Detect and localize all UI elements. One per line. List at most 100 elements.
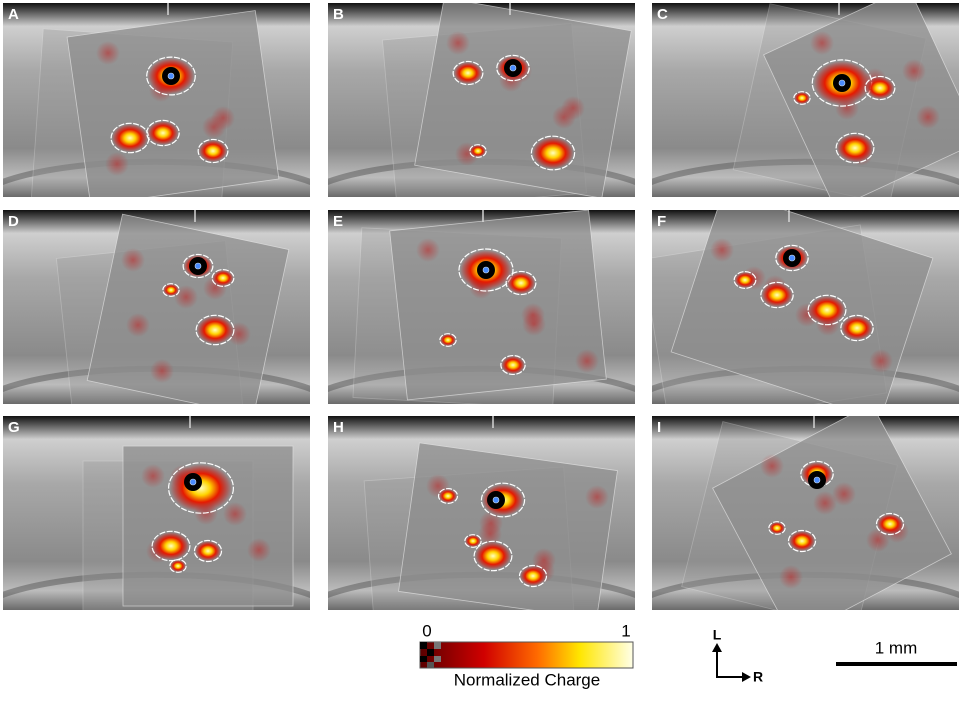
response-outline: [835, 132, 875, 164]
response-blob: [470, 145, 486, 157]
response-outline: [793, 91, 811, 105]
response-blob: [865, 77, 895, 99]
stim-point: [492, 496, 500, 504]
response-outline: [530, 135, 576, 171]
stim-point: [509, 64, 517, 72]
response-outline: [496, 54, 530, 82]
response-blob: [147, 121, 179, 145]
response-outline: [458, 248, 514, 292]
panel: [328, 210, 635, 404]
panel: [3, 3, 310, 197]
response-outline: [211, 268, 235, 287]
response-blob: [761, 283, 793, 307]
panel-label: A: [8, 6, 19, 23]
response-outline: [807, 294, 847, 326]
faint-response: [126, 313, 150, 337]
faint-response: [813, 491, 837, 515]
image-tile: [414, 3, 632, 197]
faint-response: [902, 59, 926, 83]
response-blob: [169, 464, 233, 512]
colorbar-title: Normalized Charge: [454, 670, 600, 689]
stim-point: [838, 79, 846, 87]
panel: [652, 416, 959, 610]
image-tile: [66, 10, 280, 197]
response-outline: [452, 60, 484, 86]
response-blob: [440, 334, 456, 346]
response-outline: [480, 482, 526, 518]
tissue-edge: [652, 158, 959, 186]
response-blob: [196, 316, 234, 344]
response-outline: [193, 539, 223, 563]
faint-response: [247, 538, 271, 562]
faint-response: [916, 105, 940, 129]
response-outline: [760, 281, 794, 309]
faint-response: [561, 96, 585, 120]
colorbar: 0 1 Normalized Charge: [419, 621, 634, 689]
response-blob: [170, 560, 186, 572]
image-tile: [398, 442, 618, 610]
response-blob: [438, 489, 458, 503]
stim-point: [194, 262, 202, 270]
response-blob: [152, 532, 190, 560]
response-blob: [734, 272, 756, 288]
panel-label: F: [657, 213, 666, 230]
response-blob: [163, 284, 179, 296]
response-outline: [473, 540, 513, 572]
response-outline: [787, 529, 817, 553]
response-blob: [465, 535, 481, 547]
response-blob: [520, 566, 546, 586]
response-outline: [840, 314, 874, 342]
response-blob: [836, 134, 874, 162]
panel: [328, 3, 635, 197]
faint-response: [869, 349, 893, 373]
response-outline: [162, 283, 180, 297]
panel: [3, 416, 310, 610]
response-blob: [453, 62, 483, 84]
response-outline: [151, 530, 191, 562]
faint-response: [810, 31, 834, 55]
response-outline: [439, 333, 457, 347]
faint-response: [575, 349, 599, 373]
faint-response: [141, 464, 165, 488]
faint-response: [521, 303, 545, 327]
panel-label: E: [333, 213, 343, 230]
faint-response: [832, 482, 856, 506]
faint-response: [105, 152, 129, 176]
orientation-up: L: [713, 627, 722, 643]
scale-bar: 1 mm: [836, 638, 957, 666]
colorbar-min: 0: [422, 621, 431, 640]
faint-response: [585, 485, 609, 509]
stim-point: [167, 72, 175, 80]
faint-response: [779, 565, 803, 589]
response-outline: [182, 253, 214, 279]
response-outline: [146, 119, 180, 147]
faint-response: [174, 285, 198, 309]
image-tile: [389, 210, 607, 401]
response-outline: [169, 559, 187, 573]
faint-response: [416, 238, 440, 262]
response-blob: [501, 356, 525, 374]
stim-point: [482, 266, 490, 274]
response-outline: [518, 564, 548, 588]
stim-point: [788, 254, 796, 262]
response-outline: [875, 512, 905, 536]
orientation: L R: [712, 627, 763, 685]
panel-label: D: [8, 213, 19, 230]
orientation-right: R: [753, 669, 763, 685]
response-blob: [841, 316, 873, 340]
response-outline: [437, 488, 459, 504]
faint-response: [211, 106, 235, 130]
response-outline: [197, 138, 229, 164]
faint-response: [121, 248, 145, 272]
response-blob: [111, 124, 149, 152]
response-blob: [506, 272, 536, 294]
response-outline: [768, 521, 786, 535]
response-blob: [532, 137, 574, 169]
faint-response: [710, 238, 734, 262]
response-blob: [195, 541, 221, 561]
response-outline: [146, 56, 196, 96]
panels: A B C D E F G H I: [3, 3, 959, 610]
stim-point: [813, 476, 821, 484]
response-blob: [808, 296, 846, 324]
